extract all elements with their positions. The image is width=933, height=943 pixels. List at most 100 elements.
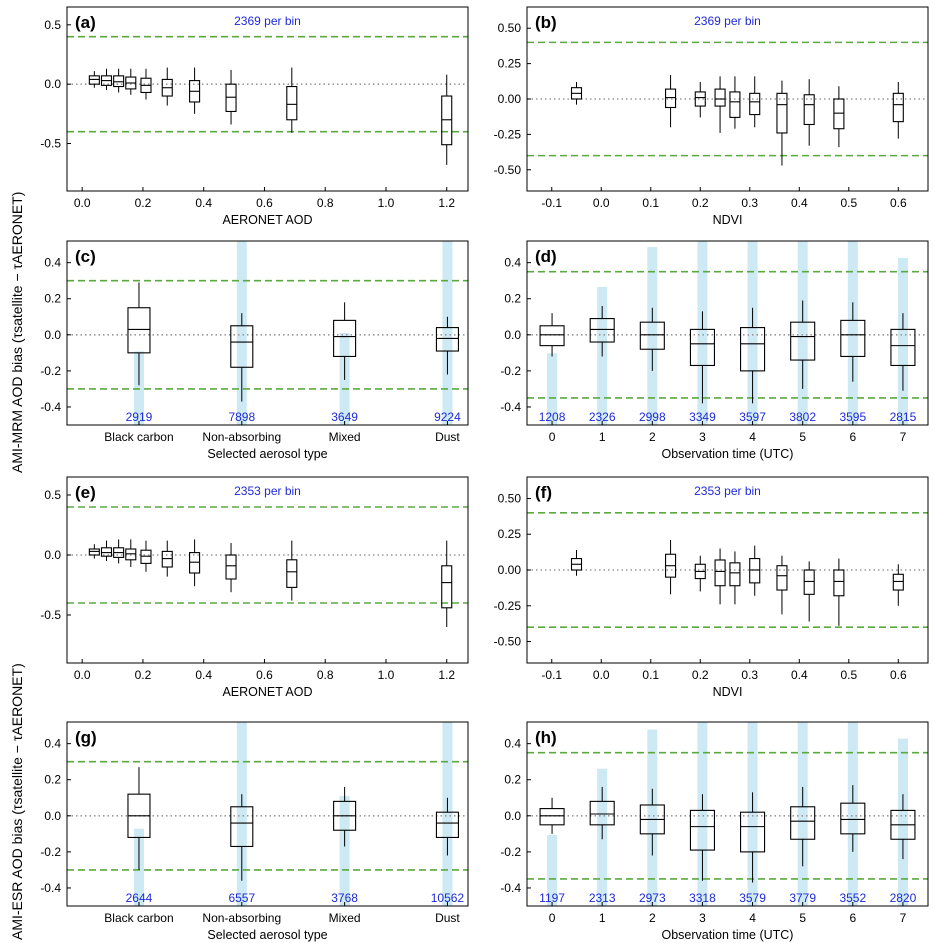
panel-g-xtick-label: Dust (435, 911, 460, 925)
panel-e-xtick-label: 0.8 (317, 668, 334, 682)
panel-d-count-bar (897, 257, 908, 425)
panel-h-count-bar (897, 738, 908, 906)
panel-e-xlabel: AERONET AOD (222, 685, 312, 699)
panel-g-xlabel: Selected aerosol type (207, 928, 327, 942)
panel-c-box (127, 307, 151, 354)
panel-d-count-label: 1208 (539, 410, 566, 424)
panel-f-box (714, 559, 726, 587)
panel-d-frame (526, 240, 929, 426)
panel-a-ytick-label: 0.0 (44, 77, 61, 91)
panel-d-ytick-label: 0.2 (504, 292, 521, 306)
panel-d-xtick-label: 6 (849, 430, 856, 444)
panel-d-ytick-label: -0.4 (500, 400, 521, 414)
panel-f-box (892, 573, 904, 591)
panel-b-ytick-label: -0.50 (494, 163, 522, 177)
panel-f-xtick-label: 0.4 (791, 668, 808, 682)
panel-d-box (790, 321, 816, 361)
panel-a-note: 2369 per bin (234, 14, 301, 28)
panel-c-count-bar (236, 241, 247, 425)
panel-b-ytick-label: 0.25 (498, 57, 522, 71)
panel-c-xtick-label: Dust (435, 430, 460, 444)
panel-c-ytick-label: -0.4 (40, 400, 61, 414)
panel-b-box (729, 91, 741, 118)
panel-b-box (714, 88, 726, 107)
panel-h-box (790, 806, 816, 840)
panel-e-label: (e) (75, 483, 96, 502)
panel-h-xtick-label: 2 (649, 911, 656, 925)
panel-f-label: (f) (535, 483, 552, 502)
panel-e-box (286, 559, 298, 588)
panel-e-box (441, 565, 453, 609)
panel-h-frame (526, 721, 929, 907)
panel-h-count-bar (847, 722, 858, 906)
panel-h-label: (h) (535, 728, 557, 747)
panel-b-xtick-label: 0.1 (642, 196, 659, 210)
panel-c-count-label: 9224 (434, 410, 461, 424)
panel-h-xtick-label: 4 (749, 911, 756, 925)
panel-g-count-bar (236, 722, 247, 906)
panel-b-xtick-label: -0.1 (541, 196, 562, 210)
panel-g-count-label: 3768 (331, 891, 358, 905)
panel-f-frame (526, 476, 929, 664)
panel-h-xtick-label: 6 (849, 911, 856, 925)
panel-b-box (892, 92, 904, 123)
panel-e-ytick-label: 0.5 (44, 488, 61, 502)
panel-h-ytick-label: -0.2 (500, 845, 521, 859)
panel-e-xtick-label: 0.0 (74, 668, 91, 682)
panel-g-count-label: 6557 (228, 891, 255, 905)
panel-d-xtick-label: 5 (799, 430, 806, 444)
panel-d-box (890, 328, 916, 367)
panel-d-count-bar (847, 241, 858, 425)
panel-e-box (161, 550, 173, 568)
panel-g-ytick-label: -0.2 (40, 845, 61, 859)
panel-g-ytick-label: -0.4 (40, 881, 61, 895)
panel-b-xtick-label: 0.4 (791, 196, 808, 210)
panel-d-count-bar (797, 241, 808, 425)
panel-e-xtick-label: 1.0 (378, 668, 395, 682)
panel-e-box (88, 548, 100, 556)
panel-a-xtick-label: 1.0 (378, 196, 395, 210)
panel-h-count-bar (697, 722, 708, 906)
panel-h-count-bar (647, 729, 658, 906)
panel-d-xtick-label: 7 (900, 430, 907, 444)
panel-b-xtick-label: 0.5 (840, 196, 857, 210)
panel-f-note: 2353 per bin (694, 484, 761, 498)
panel-f-ytick-label: -0.50 (494, 635, 522, 649)
panel-d-box (740, 327, 766, 372)
panel-h-xtick-label: 1 (599, 911, 606, 925)
panel-g-frame (66, 721, 469, 907)
panel-e-box (125, 548, 137, 561)
panel-c-box (333, 319, 357, 358)
panel-h-count-bar (747, 722, 758, 906)
panel-a-xtick-label: 0.4 (195, 196, 212, 210)
panel-e-frame (66, 476, 469, 664)
panel-h-ytick-label: 0.4 (504, 737, 521, 751)
panel-h-xtick-label: 7 (900, 911, 907, 925)
panel-h-box (689, 809, 715, 851)
panel-a-box (225, 83, 237, 113)
panel-d-box (689, 328, 715, 367)
panel-h-count-label: 2973 (639, 891, 666, 905)
panel-c-box (435, 327, 459, 352)
panel-b-box (803, 94, 815, 126)
panel-c-count-label: 2919 (126, 410, 153, 424)
panel-f-box (833, 569, 845, 597)
panel-d-xtick-label: 3 (699, 430, 706, 444)
panel-h-box (589, 800, 615, 826)
panel-b-box (776, 92, 788, 134)
panel-d-ytick-label: -0.2 (500, 364, 521, 378)
panel-g-box (435, 811, 459, 839)
panel-d-box (639, 321, 665, 350)
panel-c-ytick-label: 0.2 (44, 292, 61, 306)
panel-d-count-label: 2998 (639, 410, 666, 424)
panel-d-count-label: 3597 (739, 410, 766, 424)
panel-a-ytick-label: 0.5 (44, 18, 61, 32)
panel-f-xlabel: NDVI (713, 685, 743, 699)
panel-f-ytick-label: 0.50 (498, 491, 522, 505)
panel-b-box (665, 88, 677, 109)
panel-b-ytick-label: 0.00 (498, 92, 522, 106)
panel-d-count-label: 3349 (689, 410, 716, 424)
panel-b-ytick-label: -0.25 (494, 127, 522, 141)
panel-h-xtick-label: 0 (549, 911, 556, 925)
